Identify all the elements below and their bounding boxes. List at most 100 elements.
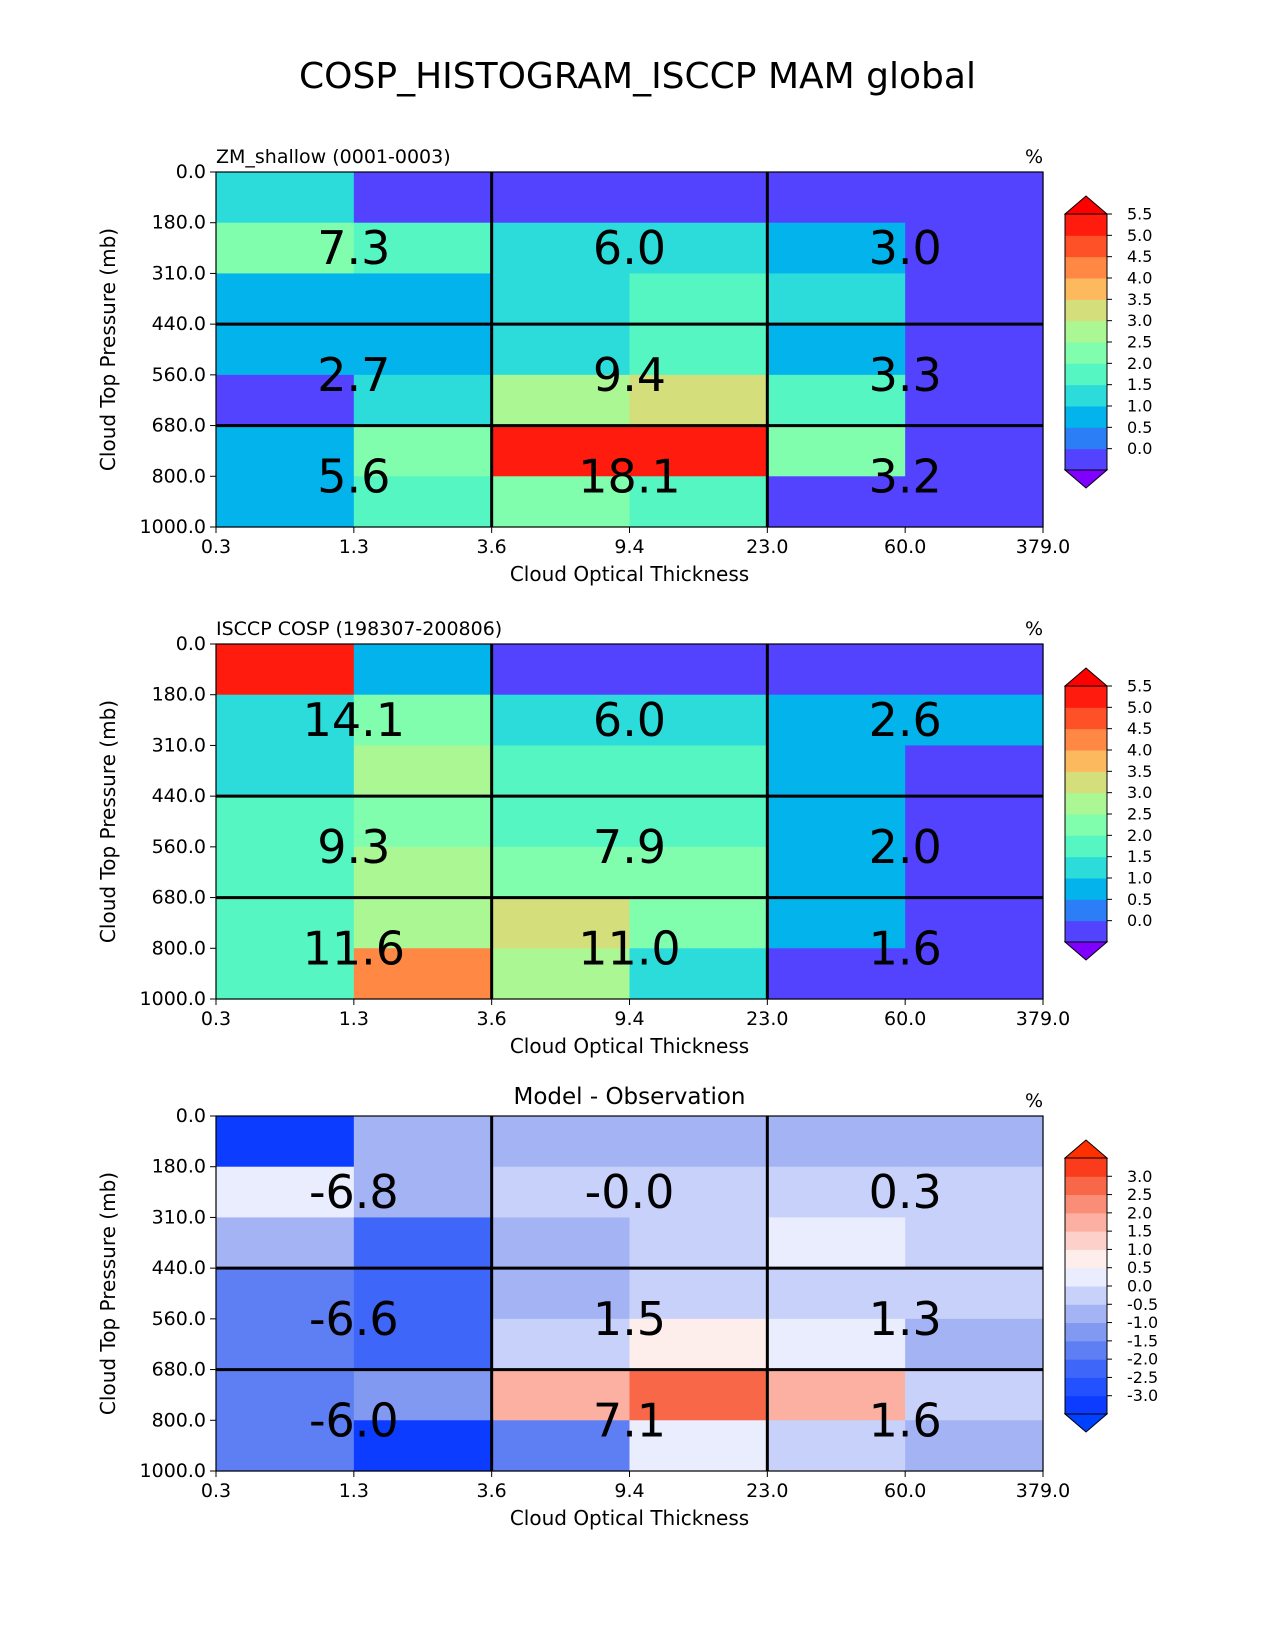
x-tick-label: 23.0	[746, 1480, 788, 1502]
x-tick-label: 23.0	[746, 1008, 788, 1030]
heatmap-cell	[905, 172, 1044, 224]
colorbar-swatch	[1065, 792, 1107, 815]
heatmap-cell	[629, 324, 768, 376]
group-value-label: 7.1	[593, 1393, 666, 1447]
colorbar-tick-label: 3.0	[1127, 1167, 1152, 1186]
group-value-label: 9.4	[593, 348, 666, 402]
colorbar-swatch	[1065, 750, 1107, 772]
y-tick-label: 180.0	[152, 212, 206, 234]
colorbar-swatch	[1065, 1212, 1107, 1232]
group-value-label: 11.0	[578, 921, 680, 975]
heatmap-cell	[491, 1420, 631, 1472]
group-value-label: -0.0	[585, 1165, 675, 1219]
colorbar-tick-label: 1.0	[1127, 1240, 1152, 1259]
colorbar-tick-label: 0.5	[1127, 418, 1152, 437]
heatmap-cell	[767, 745, 906, 797]
heatmap-panel-2: 14.1 6.0 2.6 9.3 7.9 2.0 11.6 11.0 1.6 0.3 1.3 3.6 9…	[96, 618, 1152, 1058]
y-tick-label: 1000.0	[140, 988, 206, 1010]
x-tick-label: 1.3	[339, 1008, 369, 1030]
heatmap-cell	[767, 1420, 906, 1472]
heatmap-cell	[767, 1369, 906, 1421]
heatmap-cell	[767, 1116, 906, 1168]
heatmap-cell	[491, 846, 631, 899]
x-tick-label: 379.0	[1016, 1480, 1070, 1502]
heatmap-cell	[491, 1318, 631, 1371]
x-tick-label: 60.0	[884, 536, 926, 558]
heatmap-cell	[216, 1369, 355, 1421]
y-tick-label: 560.0	[152, 364, 206, 386]
colorbar-tick-label: 3.0	[1127, 783, 1152, 802]
group-value-label: 1.6	[869, 921, 942, 975]
colorbar-tick-label: 5.5	[1127, 677, 1152, 696]
heatmap-cell	[353, 1268, 493, 1320]
heatmap-cell	[905, 1217, 1044, 1269]
group-value-label: -6.8	[309, 1165, 399, 1219]
colorbar-tick-label: 3.5	[1127, 290, 1152, 309]
colorbar-tick-label: 5.0	[1127, 698, 1152, 717]
heatmap-cell	[767, 476, 906, 528]
heatmap-cell	[905, 324, 1044, 376]
x-tick-label: 23.0	[746, 536, 788, 558]
heatmap-cell	[629, 897, 768, 949]
y-axis-label: Cloud Top Pressure (mb)	[96, 1172, 120, 1415]
group-value-label: 2.7	[317, 348, 390, 402]
y-tick-label: 0.0	[176, 1105, 206, 1127]
heatmap-cell	[629, 222, 768, 275]
colorbar-tick-label: 2.0	[1127, 1203, 1152, 1222]
heatmap-cell	[629, 644, 768, 696]
colorbar-swatch	[1065, 878, 1107, 900]
colorbar-swatch	[1065, 1267, 1107, 1287]
heatmap-cell	[353, 694, 493, 747]
y-tick-label: 440.0	[152, 1257, 206, 1279]
colorbar-tick-label: -0.5	[1127, 1295, 1158, 1314]
colorbar-tick-label: -2.5	[1127, 1368, 1158, 1387]
heatmap-cell	[629, 273, 768, 325]
heatmap-cell	[216, 1318, 355, 1371]
colorbar-swatch	[1065, 1176, 1107, 1196]
group-value-label: 2.6	[869, 693, 942, 747]
colorbar-tick-label: 0.5	[1127, 890, 1152, 909]
colorbar-tick-label: 2.5	[1127, 805, 1152, 824]
group-value-label: 7.3	[317, 221, 390, 275]
colorbar-swatch	[1065, 835, 1107, 858]
heatmap-cell	[767, 796, 906, 848]
colorbar-swatch	[1065, 707, 1107, 730]
x-tick-label: 379.0	[1016, 1008, 1070, 1030]
x-axis-label: Cloud Optical Thickness	[510, 1506, 749, 1530]
colorbar-swatch	[1065, 1194, 1107, 1214]
heatmap-cell	[767, 1217, 906, 1269]
colorbar-tick-label: 2.5	[1127, 333, 1152, 352]
x-tick-label: 0.3	[201, 536, 231, 558]
colorbar-over-arrow	[1063, 195, 1109, 215]
group-value-label: 6.0	[593, 221, 666, 275]
colorbar-tick-label: -2.0	[1127, 1350, 1158, 1369]
heatmap-cell	[629, 1369, 768, 1421]
heatmap-cell	[491, 694, 631, 747]
colorbar-under-arrow	[1063, 941, 1109, 961]
y-axis-label: Cloud Top Pressure (mb)	[96, 700, 120, 943]
heatmap-cell	[353, 644, 493, 696]
heatmap-cell	[767, 273, 906, 325]
heatmap-cell	[353, 425, 493, 477]
heatmap-cell	[629, 1166, 768, 1219]
page-title: COSP_HISTOGRAM_ISCCP MAM global	[299, 56, 976, 97]
heatmap-cell	[353, 1369, 493, 1421]
y-tick-label: 310.0	[152, 734, 206, 756]
heatmap-cell	[491, 324, 631, 376]
heatmap-cell	[491, 374, 631, 427]
y-tick-label: 310.0	[152, 262, 206, 284]
colorbar-tick-label: 5.5	[1127, 205, 1152, 224]
y-tick-label: 680.0	[152, 1359, 206, 1381]
heatmap-cell	[767, 172, 906, 224]
x-tick-label: 9.4	[614, 1480, 644, 1502]
y-tick-label: 180.0	[152, 1156, 206, 1178]
y-tick-label: 800.0	[152, 1409, 206, 1431]
colorbar-swatch	[1065, 686, 1107, 708]
heatmap-cell	[905, 1318, 1044, 1371]
colorbar-swatch	[1065, 342, 1107, 364]
heatmap-cell	[767, 846, 906, 899]
group-value-label: 2.0	[869, 820, 942, 874]
heatmap-cell	[353, 172, 493, 224]
x-tick-label: 3.6	[477, 536, 507, 558]
